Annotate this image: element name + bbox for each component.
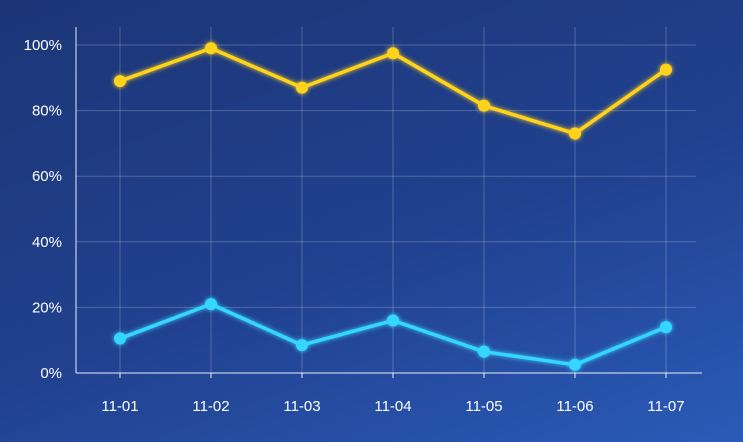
data-point xyxy=(387,314,399,327)
data-point xyxy=(114,332,126,345)
x-tick-label: 11-02 xyxy=(192,398,229,415)
data-point xyxy=(569,127,581,140)
x-tick-label: 11-06 xyxy=(556,398,593,415)
data-point xyxy=(205,42,217,55)
data-point xyxy=(660,63,672,76)
series-group xyxy=(114,42,672,371)
data-point xyxy=(569,358,581,371)
data-point xyxy=(478,345,490,358)
y-tick-label: 0% xyxy=(40,365,62,382)
axes xyxy=(75,27,702,378)
series-2 xyxy=(114,298,672,371)
tick-labels: 0% 20% 40% 60% 80% 100% 11-01 11-02 11-03 11-04 11… xyxy=(24,37,685,415)
data-point xyxy=(660,321,672,334)
data-point xyxy=(205,298,217,311)
y-tick-label: 20% xyxy=(32,299,62,316)
data-point xyxy=(478,99,490,112)
data-point xyxy=(296,339,308,352)
x-tick-label: 11-04 xyxy=(374,398,411,415)
y-tick-label: 60% xyxy=(32,168,62,185)
data-point xyxy=(296,81,308,94)
x-tick-label: 11-01 xyxy=(101,398,138,415)
x-tick-label: 11-05 xyxy=(465,398,502,415)
y-tick-label: 40% xyxy=(32,234,62,251)
y-tick-label: 100% xyxy=(24,37,62,54)
x-tick-label: 11-07 xyxy=(647,398,684,415)
series-1 xyxy=(114,42,672,140)
data-point xyxy=(387,47,399,60)
data-point xyxy=(114,75,126,88)
x-tick-label: 11-03 xyxy=(283,398,320,415)
y-tick-label: 80% xyxy=(32,103,62,120)
